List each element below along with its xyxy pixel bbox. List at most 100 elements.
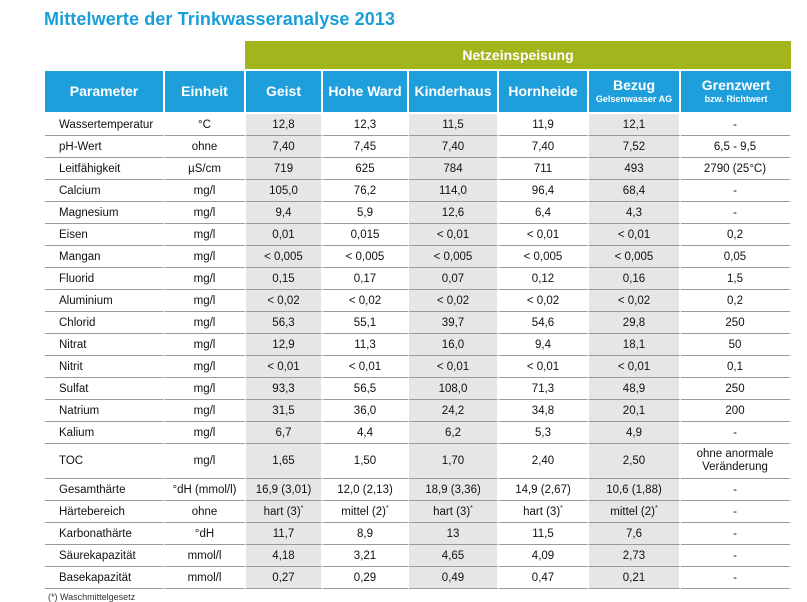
geist-cell: 719: [246, 158, 323, 180]
hohe-ward-cell: < 0,005: [323, 246, 409, 268]
cell-value: mg/l: [193, 338, 216, 351]
parameter-cell: Fluorid: [45, 268, 165, 290]
geist-cell: 0,15: [246, 268, 323, 290]
grenzwert-cell: ohne anormale Veränderung: [681, 444, 791, 479]
table-row: Aluminium mg/l < 0,02 < 0,02 < 0,02 < 0,02 < 0…: [45, 290, 791, 312]
unit-cell: mg/l: [165, 224, 246, 246]
grenzwert-cell: -: [681, 523, 791, 545]
hornheide-cell: 11,5: [499, 523, 589, 545]
bezug-cell: 2,73: [589, 545, 681, 567]
cell-value: < 0,005: [523, 250, 563, 263]
grenzwert-cell: -: [681, 114, 791, 136]
table-row: pH-Wert ohne 7,40 7,45 7,40 7,40 7,52 6,5 - 9,5: [45, 136, 791, 158]
unit-cell: mg/l: [165, 246, 246, 268]
cell-value: 11,9: [532, 118, 554, 131]
cell-value: Nitrit: [59, 360, 83, 373]
unit-cell: mmol/l: [165, 545, 246, 567]
table-row: Sulfat mg/l 93,3 56,5 108,0 71,3 48,9 250: [45, 378, 791, 400]
cell-value: mg/l: [193, 206, 216, 219]
cell-value: µS/cm: [188, 162, 221, 175]
cell-value: 11,5: [442, 118, 464, 131]
cell-value: < 0,005: [345, 250, 385, 263]
cell-value: °dH (mmol/l): [172, 483, 237, 496]
unit-cell: mg/l: [165, 334, 246, 356]
bezug-cell: 29,8: [589, 312, 681, 334]
geist-cell: 56,3: [246, 312, 323, 334]
hohe-ward-cell: 4,4: [323, 422, 409, 444]
kinderhaus-cell: 24,2: [409, 400, 499, 422]
cell-value: 2,50: [622, 454, 646, 467]
geist-cell: 93,3: [246, 378, 323, 400]
column-header-label: Parameter: [69, 83, 139, 99]
hornheide-cell: < 0,01: [499, 224, 589, 246]
cell-value: 0,07: [441, 272, 465, 285]
column-header-label: Einheit: [181, 83, 228, 99]
kinderhaus-cell: 16,0: [409, 334, 499, 356]
footnote-marker: *: [655, 504, 658, 512]
hohe-ward-cell: 1,50: [323, 444, 409, 479]
bezug-cell: < 0,01: [589, 356, 681, 378]
geist-cell: 9,4: [246, 202, 323, 224]
cell-value: ohne anormale Veränderung: [696, 448, 774, 473]
bezug-cell: 10,6 (1,88): [589, 479, 681, 501]
parameter-cell: Basekapazität: [45, 567, 165, 589]
cell-value: 200: [725, 404, 745, 417]
cell-value: mg/l: [193, 184, 216, 197]
unit-cell: mg/l: [165, 400, 246, 422]
unit-cell: mmol/l: [165, 567, 246, 589]
hornheide-cell: 711: [499, 158, 589, 180]
cell-value: 2790 (25°C): [703, 162, 767, 175]
cell-value: 0,21: [622, 571, 646, 584]
cell-value: < 0,01: [617, 228, 651, 241]
parameter-cell: pH-Wert: [45, 136, 165, 158]
cell-value: 4,18: [272, 549, 295, 562]
hornheide-cell: < 0,005: [499, 246, 589, 268]
cell-value: 48,9: [622, 382, 646, 395]
table-row: Natrium mg/l 31,5 36,0 24,2 34,8 20,1 200: [45, 400, 791, 422]
cell-value: -: [733, 184, 737, 197]
cell-value: 7,52: [622, 140, 646, 153]
column-header-grenzwert: Grenzwert bzw. Richtwert: [681, 71, 791, 112]
hornheide-cell: 14,9 (2,67): [499, 479, 589, 501]
parameter-cell: Säurekapazität: [45, 545, 165, 567]
parameter-cell: Mangan: [45, 246, 165, 268]
column-header-parameter: Parameter: [45, 71, 163, 112]
cell-value: 13: [446, 527, 460, 540]
cell-value: mg/l: [193, 294, 216, 307]
column-header-label: Hornheide: [508, 83, 578, 99]
column-header-label: Grenzwert: [701, 77, 771, 93]
geist-cell: 4,18: [246, 545, 323, 567]
unit-cell: mg/l: [165, 444, 246, 479]
cell-value: 108,0: [438, 382, 468, 395]
hornheide-cell: 11,9: [499, 114, 589, 136]
cell-value: 4,65: [441, 549, 465, 562]
geist-cell: < 0,02: [246, 290, 323, 312]
cell-value: 56,3: [272, 316, 295, 329]
table-row: Leitfähigkeit µS/cm 719 625 784 711 493 2790 (2…: [45, 158, 791, 180]
cell-value: -: [733, 549, 737, 562]
cell-value: Fluorid: [59, 272, 95, 285]
cell-value: 12,1: [622, 118, 646, 131]
cell-value: < 0,01: [526, 228, 560, 241]
grenzwert-cell: 0,05: [681, 246, 791, 268]
cell-value: 68,4: [622, 184, 646, 197]
cell-value: 11,7: [272, 527, 295, 540]
cell-value: 29,8: [622, 316, 646, 329]
cell-value: 1,70: [441, 454, 465, 467]
cell-value: 250: [725, 382, 745, 395]
cell-value: Mangan: [59, 250, 101, 263]
cell-value: 4,4: [357, 426, 373, 439]
geist-cell: 16,9 (3,01): [246, 479, 323, 501]
cell-value: 7,40: [441, 140, 465, 153]
hornheide-cell: 7,40: [499, 136, 589, 158]
geist-cell: 6,7: [246, 422, 323, 444]
bezug-cell: 7,52: [589, 136, 681, 158]
cell-value: 7,6: [626, 527, 642, 540]
grenzwert-cell: -: [681, 202, 791, 224]
table-row: Nitrat mg/l 12,9 11,3 16,0 9,4 18,1 50: [45, 334, 791, 356]
grenzwert-cell: -: [681, 180, 791, 202]
cell-value: < 0,005: [614, 250, 654, 263]
hornheide-cell: < 0,02: [499, 290, 589, 312]
geist-cell: 1,65: [246, 444, 323, 479]
table-row: Gesamthärte °dH (mmol/l) 16,9 (3,01) 12,0 (…: [45, 479, 791, 501]
